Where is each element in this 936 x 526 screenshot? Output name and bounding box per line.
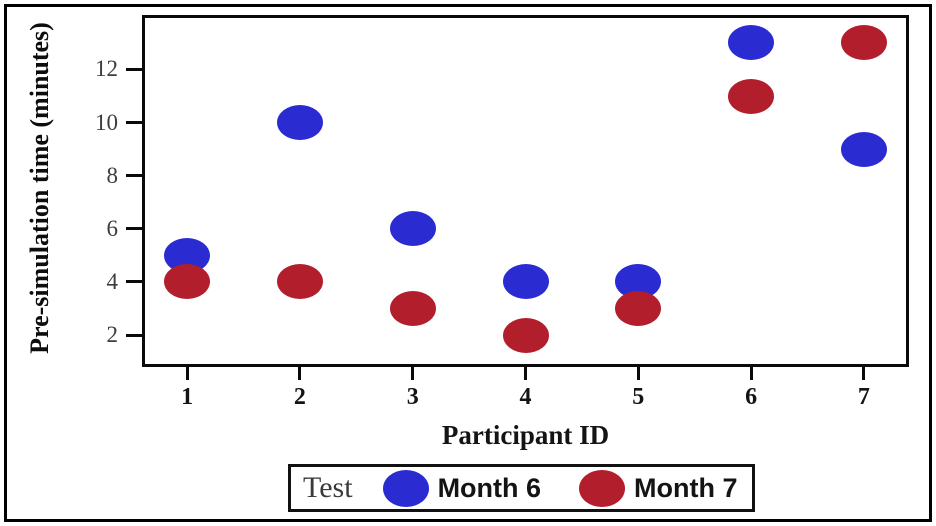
y-tick-label: 2 bbox=[106, 322, 119, 348]
x-tick-label: 2 bbox=[293, 384, 306, 410]
y-tick-label: 8 bbox=[106, 162, 119, 188]
data-point-month-7 bbox=[502, 317, 549, 353]
data-point-month-6 bbox=[728, 25, 775, 61]
data-point-month-6 bbox=[276, 105, 323, 141]
data-point-month-7 bbox=[389, 291, 436, 327]
y-tick bbox=[126, 280, 142, 284]
x-tick bbox=[524, 367, 527, 380]
legend-marker-month7-icon bbox=[579, 469, 626, 507]
x-tick-label: 3 bbox=[406, 384, 419, 410]
y-tick bbox=[126, 333, 142, 337]
x-tick-label: 1 bbox=[181, 384, 194, 410]
x-tick-label: 4 bbox=[519, 384, 532, 410]
data-point-month-7 bbox=[728, 78, 775, 114]
legend-label-month7: Month 7 bbox=[634, 472, 738, 503]
x-axis-title: Participant ID bbox=[441, 420, 610, 450]
x-tick-label: 7 bbox=[857, 384, 870, 410]
data-point-month-6 bbox=[389, 211, 436, 247]
y-tick-label: 4 bbox=[106, 268, 119, 294]
x-tick bbox=[411, 367, 415, 380]
data-point-month-6 bbox=[840, 131, 887, 167]
x-tick bbox=[749, 367, 753, 380]
y-tick-label: 6 bbox=[106, 215, 119, 241]
data-point-month-7 bbox=[164, 264, 211, 300]
x-tick bbox=[298, 367, 302, 380]
x-tick-label: 6 bbox=[745, 384, 758, 410]
x-tick bbox=[636, 367, 640, 380]
data-point-month-7 bbox=[840, 25, 887, 61]
y-tick bbox=[126, 121, 142, 125]
data-point-month-7 bbox=[615, 291, 662, 327]
x-tick bbox=[185, 367, 189, 380]
y-tick bbox=[126, 67, 142, 71]
y-tick-label: 12 bbox=[95, 56, 118, 82]
legend-label-month6: Month 6 bbox=[437, 472, 542, 503]
legend-marker-month6-icon bbox=[382, 469, 429, 507]
y-tick bbox=[126, 174, 142, 178]
legend-title: Test bbox=[303, 471, 353, 504]
y-tick-label: 10 bbox=[95, 109, 118, 135]
legend: Test Month 6 Month 7 bbox=[288, 464, 755, 512]
x-tick bbox=[862, 367, 866, 380]
plot-area bbox=[142, 15, 909, 367]
data-point-month-6 bbox=[502, 264, 549, 300]
x-tick-label: 5 bbox=[632, 384, 645, 410]
y-tick bbox=[126, 227, 142, 231]
data-point-month-7 bbox=[276, 264, 323, 300]
